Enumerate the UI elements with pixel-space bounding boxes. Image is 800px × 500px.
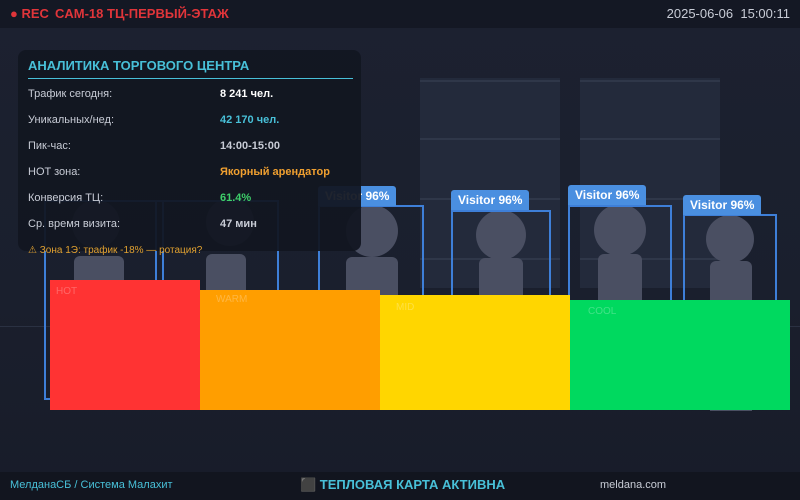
hot-zone-label: HOT зона: [28,166,81,178]
unique-weekly-value: 42 170 чел. [220,114,280,126]
time-value: 15:00:11 [740,6,790,21]
detection-label: Visitor 96% [451,190,530,210]
bottom-bar: МелданаСБ / Система Малахит ⬛ ТЕПЛОВАЯ К… [0,472,800,500]
conversion-label: Конверсия ТЦ: [28,192,104,204]
brand-label: МелданаСБ / Система Малахит [10,479,173,491]
site-url: meldana.com [600,479,667,491]
conversion-value: 61.4% [220,192,252,204]
panel-title: АНАЛИТИКА ТОРГОВОГО ЦЕНТРА [28,58,250,73]
heatmap-status: ⬛ ТЕПЛОВАЯ КАРТА АКТИВНА [300,477,506,492]
heatmap-zone-label: WARM [216,294,248,305]
zone-alert: ⚠ Зона 1Э: трафик -18% — ротация? [28,245,203,256]
date-value: 2025-06-06 [666,6,734,21]
hot-zone-value: Якорный арендатор [220,166,330,178]
shelf-rack [580,78,720,288]
heatmap-zone-cool [570,300,790,410]
unique-weekly-label: Уникальных/нед: [28,114,114,126]
heatmap-zone-warm [200,290,380,410]
heatmap-zone-mid [380,295,570,410]
avg-visit-value: 47 мин [220,218,257,230]
heatmap-zone-hot [50,280,200,410]
rec-indicator: ● REC [10,6,49,21]
analytics-panel: АНАЛИТИКА ТОРГОВОГО ЦЕНТРА Трафик сегодн… [18,50,361,251]
detection-label: Visitor 96% [683,195,762,215]
detection-label: Visitor 96% [568,185,647,205]
heatmap-zone-label: COOL [588,306,617,317]
panel-divider [28,78,353,79]
peak-hour-value: 14:00-15:00 [220,140,280,152]
top-bar: ● REC CAM-18 ТЦ-ПЕРВЫЙ-ЭТАЖ 2025-06-06 1… [0,0,800,28]
heatmap-zone-label: MID [396,302,415,313]
traffic-today-value: 8 241 чел. [220,88,274,100]
camera-title: CAM-18 ТЦ-ПЕРВЫЙ-ЭТАЖ [55,6,229,21]
timestamp: 2025-06-06 15:00:11 [667,6,790,21]
avg-visit-label: Ср. время визита: [28,218,121,230]
heatmap-zone-label: HOT [56,286,78,297]
peak-hour-label: Пик-час: [28,140,71,152]
traffic-today-label: Трафик сегодня: [28,88,113,100]
